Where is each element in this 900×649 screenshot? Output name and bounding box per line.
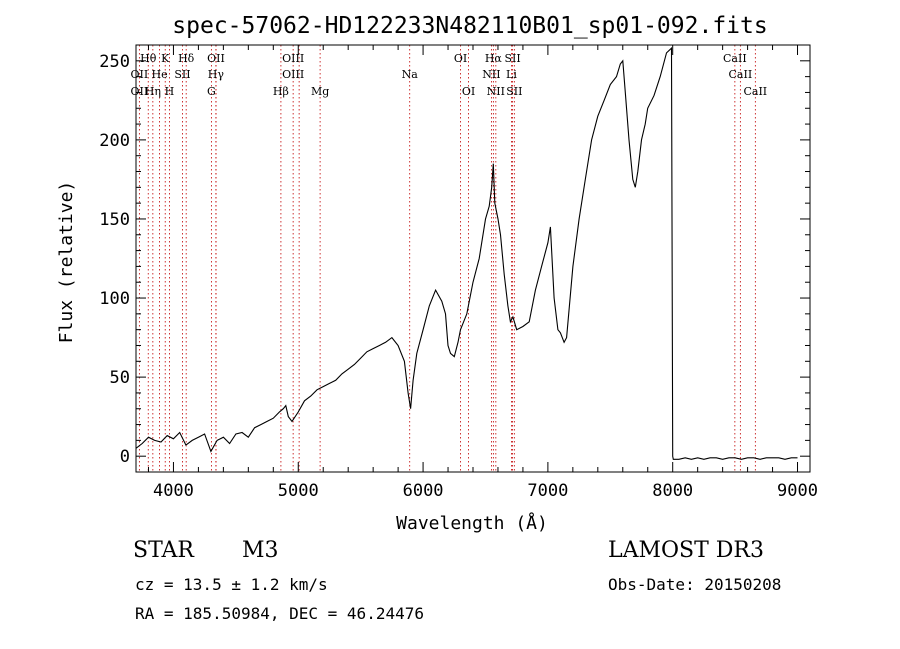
- coordinates: RA = 185.50984, DEC = 46.24476: [135, 604, 424, 623]
- marker-label: Hδ: [178, 52, 195, 65]
- object-class: STAR: [133, 538, 194, 563]
- y-tick-label: 250: [99, 52, 130, 72]
- observation-date: Obs-Date: 20150208: [608, 575, 782, 594]
- x-tick-label: 9000: [777, 481, 818, 501]
- chart-title: spec-57062-HD122233N482110B01_sp01-092.f…: [172, 13, 767, 39]
- marker-label: OIII: [282, 68, 304, 81]
- y-tick-label: 0: [120, 447, 130, 467]
- marker-label: Li: [506, 68, 517, 81]
- marker-label: Hθ: [140, 52, 157, 65]
- marker-label: OII: [131, 68, 149, 81]
- y-tick-label: 100: [99, 289, 130, 309]
- marker-label: Mg: [311, 85, 329, 98]
- marker-label: K: [161, 52, 170, 65]
- x-tick-label: 7000: [527, 481, 568, 501]
- object-subclass: M3: [242, 538, 279, 563]
- spectrum-line: [136, 46, 798, 460]
- marker-label: CaII: [729, 68, 753, 81]
- marker-label: SII: [504, 52, 520, 65]
- y-axis-label: Flux (relative): [56, 181, 77, 344]
- marker-label: Hβ: [273, 85, 289, 98]
- marker-label: G: [207, 85, 216, 98]
- x-tick-label: 4000: [153, 481, 194, 501]
- marker-label: OI: [454, 52, 467, 65]
- redshift-velocity: cz = 13.5 ± 1.2 km/s: [135, 575, 328, 594]
- marker-label: CaII: [743, 85, 767, 98]
- x-axis-label: Wavelength (Å): [396, 512, 548, 534]
- marker-label: Hγ: [208, 68, 225, 81]
- y-tick-label: 200: [99, 131, 130, 151]
- marker-label: OI: [462, 85, 475, 98]
- y-tick-label: 50: [110, 368, 130, 388]
- marker-label: SII: [506, 85, 522, 98]
- marker-label: NII: [482, 68, 500, 81]
- plot-frame: [135, 44, 811, 473]
- marker-label: CaII: [723, 52, 747, 65]
- survey-name: LAMOST DR3: [608, 538, 764, 563]
- x-tick-label: 5000: [278, 481, 319, 501]
- marker-label: OII: [131, 85, 149, 98]
- marker-label: Hα: [485, 52, 503, 65]
- x-tick-label: 6000: [403, 481, 444, 501]
- marker-label: He: [152, 68, 168, 81]
- marker-label: Hη: [145, 85, 161, 98]
- marker-label: OIII: [282, 52, 304, 65]
- marker-label: NII: [487, 85, 505, 98]
- x-tick-label: 8000: [652, 481, 693, 501]
- marker-label: H: [165, 85, 175, 98]
- y-tick-label: 150: [99, 210, 130, 230]
- axes: 4000 5000 6000 7000 8000 9000 0 50 100 150 200 250: [99, 44, 818, 501]
- marker-label: Na: [402, 68, 419, 81]
- plot-area: [136, 46, 798, 460]
- marker-label: OII: [207, 52, 225, 65]
- marker-label: SII: [174, 68, 190, 81]
